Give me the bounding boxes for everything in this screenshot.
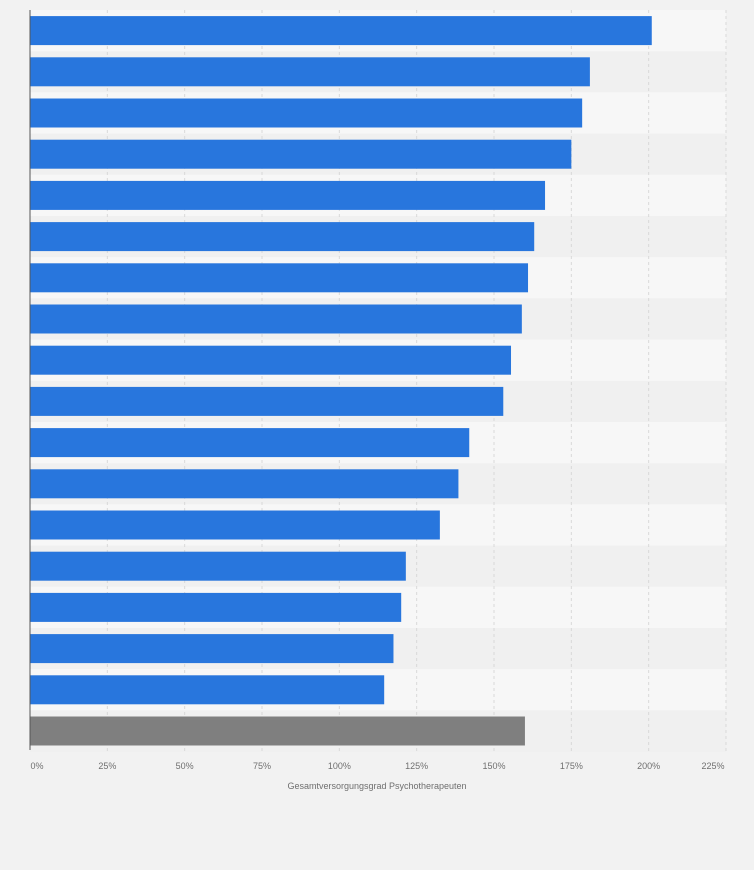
- x-tick-label: 200%: [637, 761, 660, 771]
- bar[interactable]: [30, 716, 525, 746]
- bars: [30, 16, 652, 746]
- bar[interactable]: [30, 263, 529, 293]
- bar[interactable]: [30, 592, 402, 622]
- x-axis-ticks: 0% 25% 50% 75% 100% 125% 150% 175% 200% 225%: [30, 761, 724, 771]
- bar[interactable]: [30, 16, 652, 46]
- bar[interactable]: [30, 386, 504, 416]
- x-tick-label: 100%: [328, 761, 351, 771]
- bar[interactable]: [30, 98, 583, 128]
- bar[interactable]: [30, 428, 470, 458]
- bar[interactable]: [30, 139, 572, 169]
- x-tick-label: 150%: [482, 761, 505, 771]
- bar[interactable]: [30, 551, 406, 581]
- bar[interactable]: [30, 510, 440, 540]
- bar[interactable]: [30, 634, 394, 664]
- bar[interactable]: [30, 180, 546, 210]
- x-axis-title: Gesamtversorgungsgrad Psychotherapeuten: [287, 781, 466, 791]
- x-tick-label: 0%: [30, 761, 43, 771]
- bar[interactable]: [30, 57, 590, 87]
- x-tick-label: 175%: [560, 761, 583, 771]
- bar[interactable]: [30, 345, 512, 375]
- bar[interactable]: [30, 304, 522, 334]
- grid-lines: [106, 10, 727, 752]
- bar[interactable]: [30, 469, 459, 499]
- x-tick-label: 225%: [701, 761, 724, 771]
- x-tick-label: 25%: [98, 761, 116, 771]
- bar[interactable]: [30, 675, 385, 705]
- x-tick-label: 125%: [405, 761, 428, 771]
- x-tick-label: 50%: [176, 761, 194, 771]
- x-tick-label: 75%: [253, 761, 271, 771]
- bar[interactable]: [30, 222, 535, 252]
